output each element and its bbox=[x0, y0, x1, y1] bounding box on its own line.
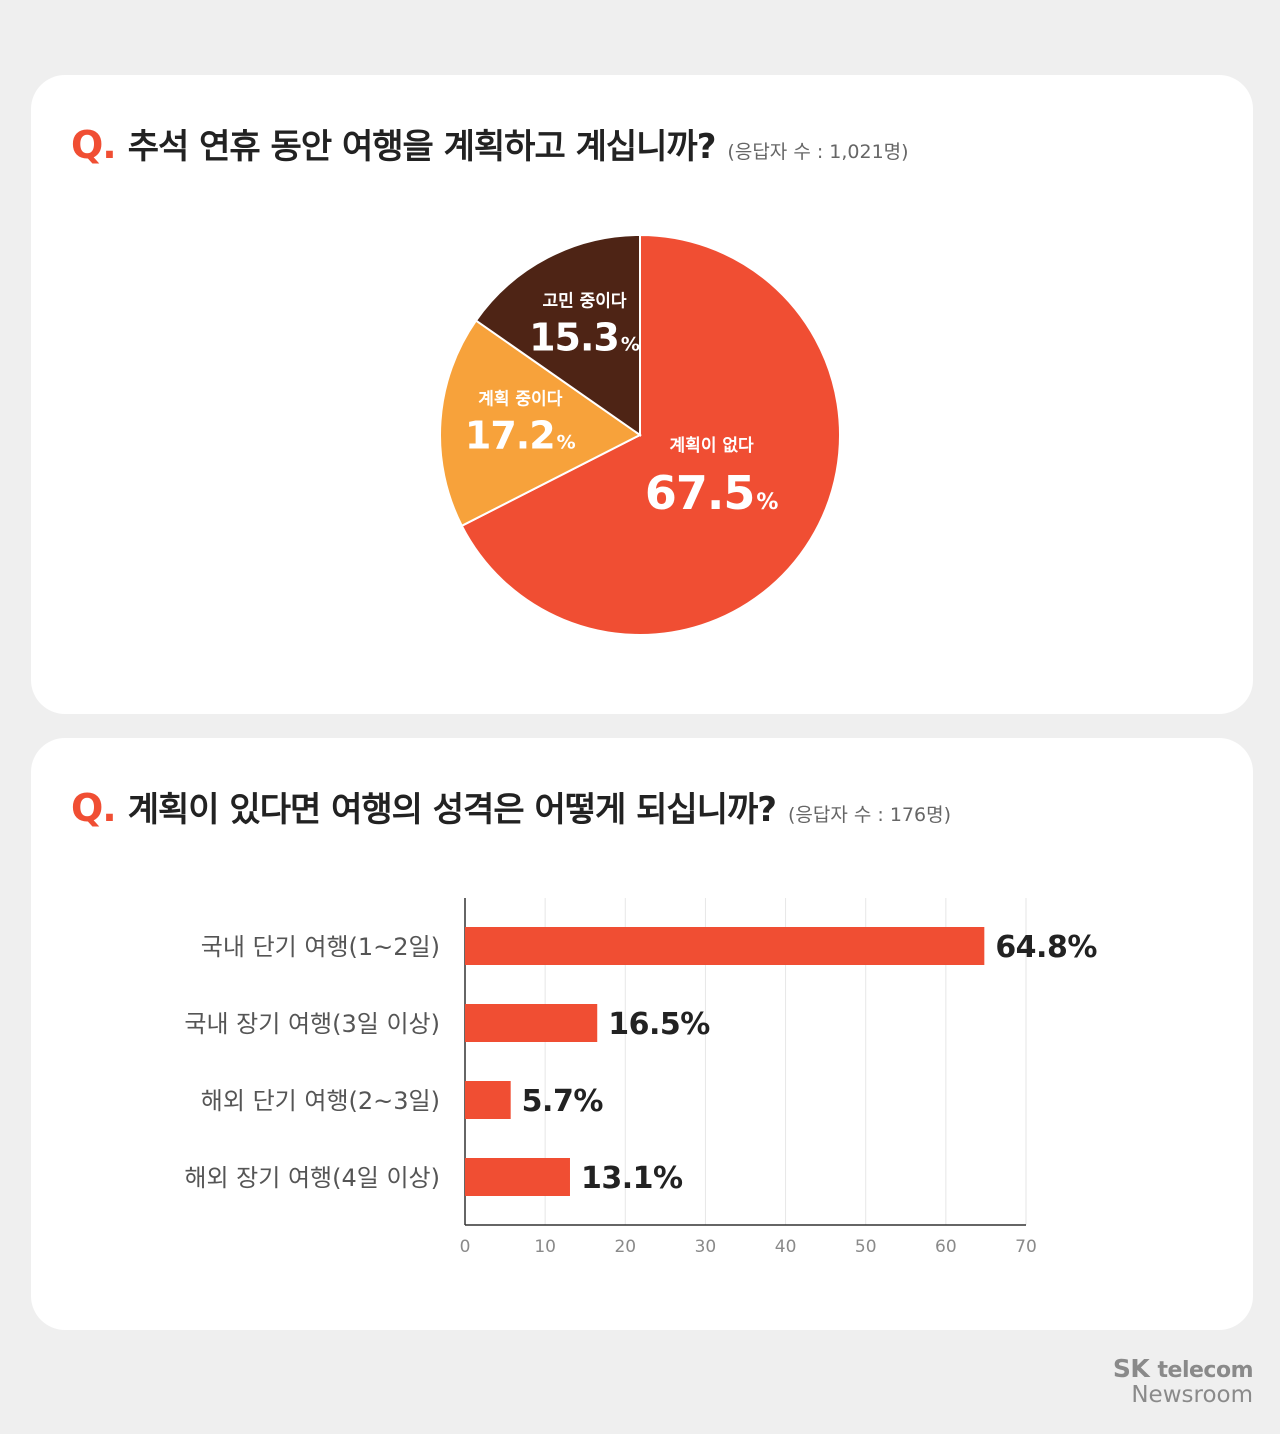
pie-slice-label: 계획이 없다 67.5% bbox=[645, 436, 779, 520]
pie-value-label: 17.2% bbox=[465, 414, 576, 458]
x-tick-label: 40 bbox=[775, 1237, 797, 1257]
brand-newsroom: Newsroom bbox=[1131, 1382, 1253, 1409]
x-tick-label: 70 bbox=[1015, 1237, 1037, 1257]
value-label: 16.5% bbox=[608, 1007, 710, 1042]
pie-value-label: 67.5% bbox=[645, 466, 779, 520]
question-text: 계획이 있다면 여행의 성격은 어떻게 되십니까? bbox=[127, 790, 777, 830]
pie-slice bbox=[460, 233, 841, 636]
bar-card: Q. 계획이 있다면 여행의 성격은 어떻게 되십니까? (응답자 수 : 17… bbox=[31, 738, 1253, 1330]
question-marker: Q. bbox=[71, 786, 117, 830]
pie-category-label: 고민 중이다 bbox=[542, 292, 626, 312]
pie-category-label: 계획 중이다 bbox=[478, 390, 562, 410]
pie-slice-label: 계획 중이다 17.2% bbox=[465, 390, 576, 458]
pie-value-label: 15.3% bbox=[529, 316, 640, 360]
question-text: 추석 연휴 동안 여행을 계획하고 계십니까? bbox=[127, 127, 717, 167]
value-label: 5.7% bbox=[522, 1084, 604, 1119]
question-2: Q. 계획이 있다면 여행의 성격은 어떻게 되십니까? (응답자 수 : 17… bbox=[71, 782, 951, 831]
brand-sk: SK bbox=[1112, 1354, 1150, 1383]
pie-slice-label: 고민 중이다 15.3% bbox=[529, 292, 640, 360]
x-tick-label: 10 bbox=[534, 1237, 556, 1257]
category-label: 해외 단기 여행(2~3일) bbox=[201, 1087, 440, 1115]
bar bbox=[465, 1158, 570, 1196]
x-tick-label: 20 bbox=[614, 1237, 636, 1257]
respondent-count: (응답자 수 : 176명) bbox=[787, 804, 951, 826]
brand-telecom: telecom bbox=[1157, 1358, 1254, 1383]
pie-slice bbox=[439, 319, 642, 528]
x-tick-label: 30 bbox=[695, 1237, 717, 1257]
category-label: 국내 단기 여행(1~2일) bbox=[201, 933, 440, 961]
question-marker: Q. bbox=[71, 123, 117, 167]
value-label: 64.8% bbox=[995, 930, 1097, 965]
value-label: 13.1% bbox=[581, 1161, 683, 1196]
x-tick-label: 50 bbox=[855, 1237, 877, 1257]
respondent-count: (응답자 수 : 1,021명) bbox=[727, 141, 909, 163]
pie-slice bbox=[474, 233, 641, 437]
bar-chart: 0 10 20 30 40 50 60 70 국내 단기 여행(1~2일) 64.8% 국내 장기 … bbox=[184, 898, 1098, 1257]
brand-line: SK telecom bbox=[1112, 1354, 1254, 1383]
bar bbox=[465, 1004, 598, 1042]
bar bbox=[465, 1081, 511, 1119]
bar bbox=[465, 927, 985, 965]
pie-category-label: 계획이 없다 bbox=[670, 436, 754, 456]
question-1: Q. 추석 연휴 동안 여행을 계획하고 계십니까? (응답자 수 : 1,02… bbox=[71, 119, 909, 168]
category-label: 국내 장기 여행(3일 이상) bbox=[184, 1010, 440, 1038]
pie-card: Q. 추석 연휴 동안 여행을 계획하고 계십니까? (응답자 수 : 1,02… bbox=[31, 75, 1253, 714]
category-label: 해외 장기 여행(4일 이상) bbox=[184, 1164, 440, 1192]
pie-chart: 계획이 없다 67.5% 계획 중이다 17.2 % 고민 중이다 15.3% bbox=[439, 233, 841, 636]
x-tick-label: 0 bbox=[460, 1237, 471, 1257]
x-tick-label: 60 bbox=[935, 1237, 957, 1257]
sk-telecom-newsroom-logo: SK telecom Newsroom bbox=[1112, 1354, 1254, 1409]
